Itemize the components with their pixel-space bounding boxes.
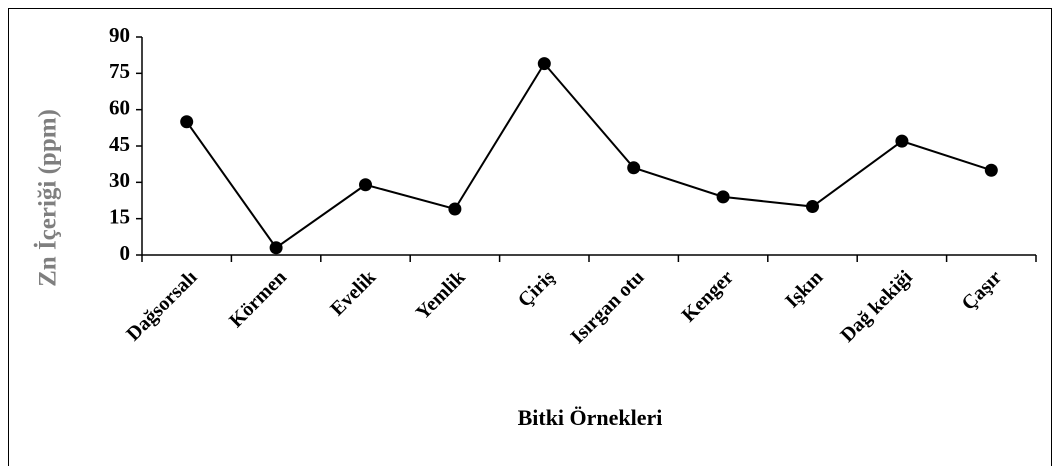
x-tick-label: Isırgan otu [567, 266, 649, 348]
x-tick-label: Körmen [225, 266, 291, 332]
marker [806, 200, 819, 214]
marker [984, 163, 998, 177]
x-tick-label: Yemlik [412, 266, 471, 325]
x-tick-label: Evelik [326, 266, 381, 321]
y-axis-label: Zn İçeriği (ppm) [34, 109, 62, 287]
x-tick-label: Dağsorsalı [122, 266, 202, 346]
chart-border [8, 8, 1052, 466]
x-axis-label: Bitki Örnekleri [518, 405, 663, 430]
y-tick-label: 45 [109, 132, 130, 156]
x-tick-label: Işkın [781, 266, 827, 312]
marker [537, 57, 551, 71]
marker [627, 161, 641, 175]
y-tick-label: 90 [109, 23, 130, 47]
marker [716, 190, 730, 204]
y-tick-label: 0 [120, 241, 131, 265]
y-tick-label: 60 [109, 95, 130, 119]
marker [359, 178, 372, 192]
y-tick-label: 15 [109, 204, 130, 228]
marker [448, 202, 462, 216]
line [185, 61, 992, 250]
x-tick-label: Çaşır [958, 266, 1007, 315]
y-tick-label: 30 [109, 168, 130, 192]
x-tick-label: Dağ kekiği [836, 266, 917, 347]
marker [895, 134, 909, 148]
marker [269, 241, 283, 255]
x-tick-label: Çiriş [514, 266, 560, 312]
marker [180, 115, 194, 129]
y-tick-label: 75 [109, 59, 130, 83]
x-tick-label: Kenger [678, 266, 738, 326]
